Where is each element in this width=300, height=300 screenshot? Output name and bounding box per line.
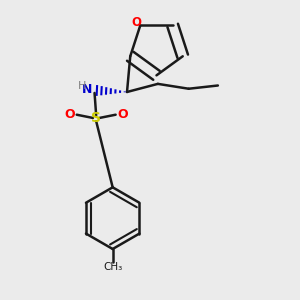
Text: H: H: [78, 82, 86, 92]
Text: O: O: [118, 108, 128, 121]
Text: O: O: [64, 108, 74, 121]
Text: S: S: [91, 111, 101, 125]
Text: CH₃: CH₃: [103, 262, 122, 272]
Text: N: N: [82, 83, 92, 96]
Text: O: O: [131, 16, 141, 29]
